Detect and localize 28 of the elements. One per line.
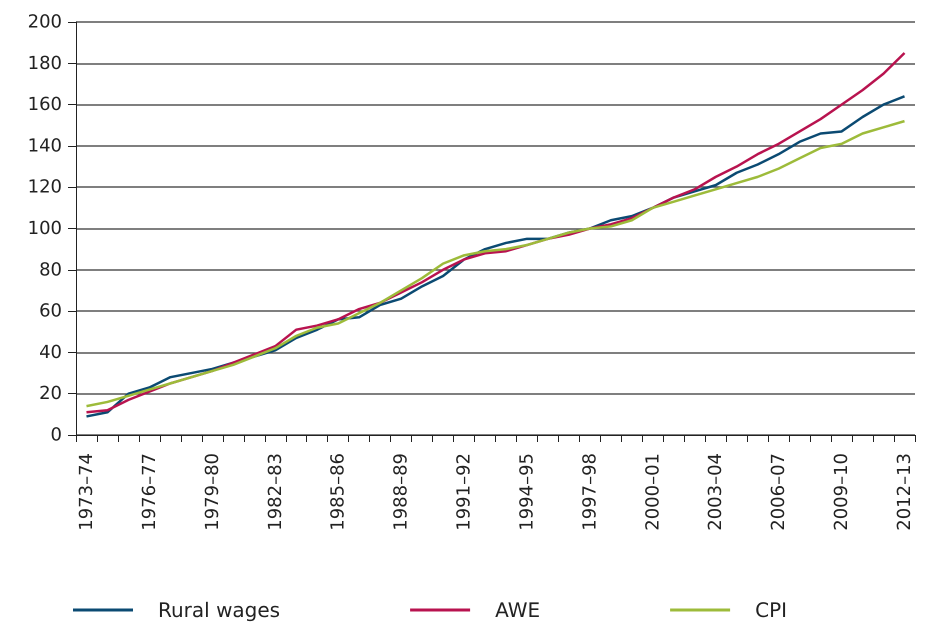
x-tick-label: 2012–13	[894, 453, 916, 531]
x-tick-label: 1988–89	[390, 453, 412, 531]
x-tick-label: 1991–92	[454, 453, 475, 531]
x-tick-label: 1973–74	[76, 453, 97, 531]
x-tick-label: 1985–86	[328, 453, 349, 531]
x-tick-label: 2003–04	[705, 453, 726, 531]
x-tick-label: 2009–10	[831, 453, 852, 531]
x-tick-label: 1997–98	[579, 453, 600, 531]
x-tick-label: 1976–77	[138, 453, 160, 531]
y-tick-label: 80	[39, 259, 62, 280]
legend-label: Rural wages	[158, 598, 280, 622]
y-tick-label: 40	[39, 342, 62, 363]
y-tick-label: 180	[28, 52, 62, 74]
y-tick-label: 0	[50, 424, 62, 446]
x-tick-label: 1994–95	[516, 453, 538, 531]
x-tick-label: 1979–80	[202, 453, 223, 531]
y-tick-label: 160	[28, 94, 62, 116]
y-tick-label: 120	[28, 176, 62, 198]
y-tick-label: 20	[39, 383, 62, 404]
legend-label: AWE	[495, 598, 540, 622]
x-tick-label: 2006–07	[768, 453, 790, 531]
x-tick-label: 2000–01	[642, 453, 664, 531]
y-tick-label: 60	[39, 300, 62, 322]
y-tick-label: 100	[28, 218, 62, 239]
y-tick-label: 200	[28, 12, 62, 32]
x-tick-label: 1982–83	[264, 453, 286, 531]
y-tick-label: 140	[28, 135, 62, 156]
legend-label: CPI	[755, 598, 788, 622]
